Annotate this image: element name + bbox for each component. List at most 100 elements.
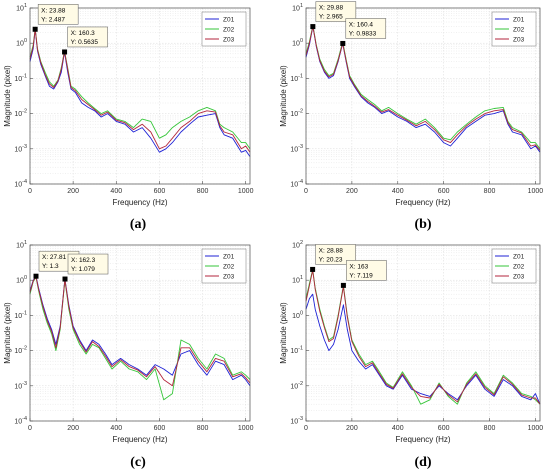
x-tick-label: 800 — [484, 425, 496, 432]
y-tick-label: 10-3 — [14, 144, 27, 154]
series-line-z02 — [29, 276, 251, 401]
legend-label-z02: Z02 — [513, 264, 525, 271]
datatip-1: X: 23.88 Y: 2.487 — [32, 4, 79, 32]
datatip-y-text: Y: 0.5635 — [71, 39, 99, 46]
y-tick-label: 100 — [292, 38, 303, 48]
series-line-z03 — [305, 269, 541, 405]
x-tick-label: 200 — [67, 425, 79, 432]
legend: Z01 Z02 Z03 — [201, 248, 247, 284]
datatip-x-text: X: 27.81 — [42, 254, 67, 261]
y-tick-label: 10-3 — [14, 381, 27, 391]
chart-panel-2: 0 200 400 600 800 1000 10-4 10-3 10-2 10-1 100 101 F… — [279, 1, 544, 232]
datatip-1: X: 28.88 Y: 20.23 — [310, 244, 356, 272]
y-tick-label: 101 — [16, 240, 27, 250]
datatip-box — [67, 253, 109, 275]
datatip-y-text: Y: 0.9833 — [349, 30, 377, 37]
datatip-box — [346, 260, 387, 281]
legend: Z01 Z02 Z03 — [491, 11, 537, 47]
datatip-2: X: 160.3 Y: 0.5635 — [62, 26, 108, 55]
panel-label: (d) — [414, 455, 431, 470]
datatip-2: X: 160.4 Y: 0.9833 — [340, 18, 387, 46]
legend: Z01 Z02 Z03 — [491, 248, 537, 284]
y-axis-label: Magnitude (pixel) — [279, 65, 288, 127]
y-axis-label: Magnitude (pixel) — [3, 65, 12, 127]
datatip-box — [67, 26, 108, 48]
x-tick-label: 1000 — [238, 425, 254, 432]
series-line-z02 — [29, 28, 251, 150]
x-tick-label: 0 — [304, 425, 308, 432]
x-tick-label: 400 — [392, 425, 404, 432]
datatip-x-text: X: 23.88 — [41, 7, 66, 14]
datatip-x-text: X: 163 — [349, 263, 368, 270]
series-line-z02 — [305, 268, 541, 405]
y-tick-label: 10-4 — [290, 179, 303, 189]
datatip-y-text: Y: 2.965 — [319, 14, 343, 21]
series-line-z01 — [305, 293, 541, 405]
panel-label: (c) — [130, 455, 146, 470]
datatip-marker — [62, 49, 68, 55]
x-tick-label: 1000 — [238, 188, 254, 195]
y-tick-label: 100 — [292, 310, 303, 320]
x-tick-label: 400 — [110, 425, 122, 432]
y-axis-label: Magnitude (pixel) — [279, 302, 288, 364]
datatip-y-text: Y: 1.3 — [42, 263, 59, 270]
y-tick-label: 101 — [292, 3, 303, 13]
datatip-1: X: 29.88 Y: 2.965 — [310, 1, 357, 30]
datatip-marker — [32, 26, 38, 32]
axes-box — [305, 7, 541, 185]
legend-label-z03: Z03 — [223, 37, 235, 44]
datatip-2: X: 163 Y: 7.119 — [340, 260, 387, 288]
x-tick-label: 800 — [484, 188, 496, 195]
x-axis-label: Frequency (Hz) — [112, 435, 167, 444]
y-tick-label: 100 — [16, 275, 27, 285]
datatip-box — [345, 18, 387, 39]
x-tick-label: 400 — [110, 188, 122, 195]
datatip-marker — [340, 282, 346, 288]
datatip-y-text: Y: 2.487 — [41, 16, 65, 23]
legend: Z01 Z02 Z03 — [201, 11, 247, 47]
datatip-box — [315, 244, 356, 265]
axes-box — [29, 244, 251, 422]
series-line-z03 — [305, 25, 541, 151]
datatip-x-text: X: 160.3 — [71, 30, 96, 37]
x-tick-label: 0 — [28, 188, 32, 195]
y-tick-label: 10-1 — [290, 73, 303, 83]
y-tick-label: 10-4 — [14, 416, 27, 426]
legend-label-z01: Z01 — [223, 254, 235, 261]
legend-label-z03: Z03 — [513, 274, 525, 281]
legend-label-z01: Z01 — [513, 254, 525, 261]
x-tick-label: 0 — [28, 425, 32, 432]
chart-panel-3: 0 200 400 600 800 1000 10-4 10-3 10-2 10-1 100 101 F… — [3, 240, 254, 470]
y-tick-label: 10-1 — [14, 73, 27, 83]
chart-panel-1: 0 200 400 600 800 1000 10-4 10-3 10-2 10-1 100 101 F… — [3, 3, 254, 232]
y-tick-label: 101 — [292, 275, 303, 285]
chart-panel-4: 0 200 400 600 800 1000 10-3 10-2 10-1 100 101 102 Fr… — [279, 240, 543, 470]
y-tick-label: 102 — [292, 240, 303, 250]
datatip-x-text: X: 29.88 — [319, 5, 344, 12]
datatip-marker — [340, 40, 346, 46]
y-tick-label: 10-4 — [14, 179, 27, 189]
y-tick-label: 10-2 — [290, 109, 303, 119]
y-tick-label: 10-2 — [14, 109, 27, 119]
datatip-y-text: Y: 20.23 — [319, 256, 343, 263]
x-tick-label: 600 — [438, 425, 450, 432]
axes-box — [305, 244, 541, 422]
y-tick-label: 10-3 — [290, 416, 303, 426]
x-tick-label: 600 — [154, 188, 166, 195]
legend-label-z03: Z03 — [223, 274, 235, 281]
x-axis-label: Frequency (Hz) — [395, 198, 450, 207]
legend-label-z02: Z02 — [513, 27, 525, 34]
datatip-box — [315, 1, 357, 22]
x-tick-label: 0 — [304, 188, 308, 195]
series-line-z03 — [29, 28, 251, 153]
legend-label-z02: Z02 — [223, 264, 235, 271]
x-tick-label: 1000 — [528, 425, 544, 432]
panel-label: (b) — [414, 217, 431, 232]
x-tick-label: 1000 — [528, 188, 544, 195]
y-tick-label: 101 — [16, 3, 27, 13]
legend-label-z02: Z02 — [223, 27, 235, 34]
datatip-x-text: X: 160.4 — [349, 21, 374, 28]
datatip-marker — [62, 276, 68, 282]
series-line-z03 — [29, 276, 251, 387]
